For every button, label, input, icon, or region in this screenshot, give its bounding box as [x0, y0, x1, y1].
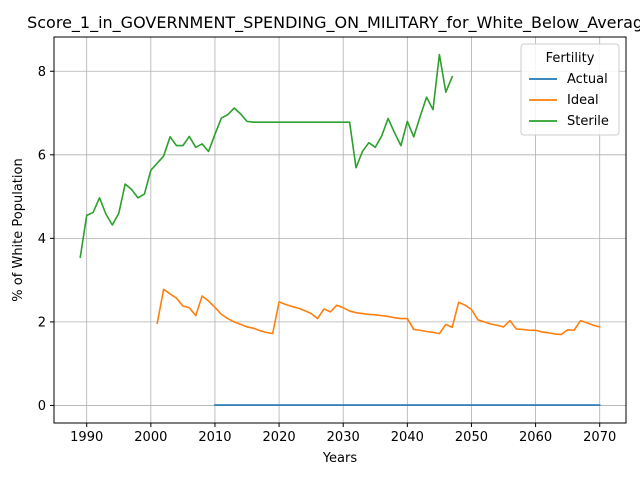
legend-box: [520, 43, 620, 136]
x-axis-label: Years: [322, 451, 358, 466]
y-tick-label: 0: [38, 399, 46, 414]
x-tick-label: 2060: [519, 430, 552, 445]
plot-frame: [53, 36, 627, 424]
axis-ticks: 1990 2000 2010 2020 2030 2040 2050 2060 2070 0 2 4 6…: [38, 65, 617, 445]
y-tick-label: 6: [38, 148, 46, 163]
x-tick-label: 1990: [70, 430, 103, 445]
x-tick-label: 2030: [327, 430, 360, 445]
x-tick-label: 2050: [455, 430, 488, 445]
y-axis-label: % of White Population: [11, 158, 26, 301]
y-tick-label: 2: [38, 315, 46, 330]
chart-title: Score_1_in_GOVERNMENT_SPENDING_ON_MILITA…: [27, 13, 640, 33]
series-line-ideal: [156, 288, 601, 336]
y-tick-label: 4: [38, 232, 46, 247]
x-tick-label: 2000: [134, 430, 167, 445]
legend-title: Fertility: [546, 51, 595, 66]
series-line-sterile: [79, 53, 454, 259]
legend: Fertility Actual Ideal Sterile: [520, 43, 620, 136]
x-tick-label: 2040: [391, 430, 424, 445]
legend-label-sterile: Sterile: [567, 114, 609, 129]
x-tick-label: 2010: [198, 430, 231, 445]
x-tick-label: 2070: [583, 430, 616, 445]
legend-label-ideal: Ideal: [567, 93, 599, 108]
legend-label-actual: Actual: [567, 72, 608, 87]
x-tick-label: 2020: [263, 430, 296, 445]
series-layer: [79, 53, 601, 406]
y-tick-label: 8: [38, 65, 46, 80]
